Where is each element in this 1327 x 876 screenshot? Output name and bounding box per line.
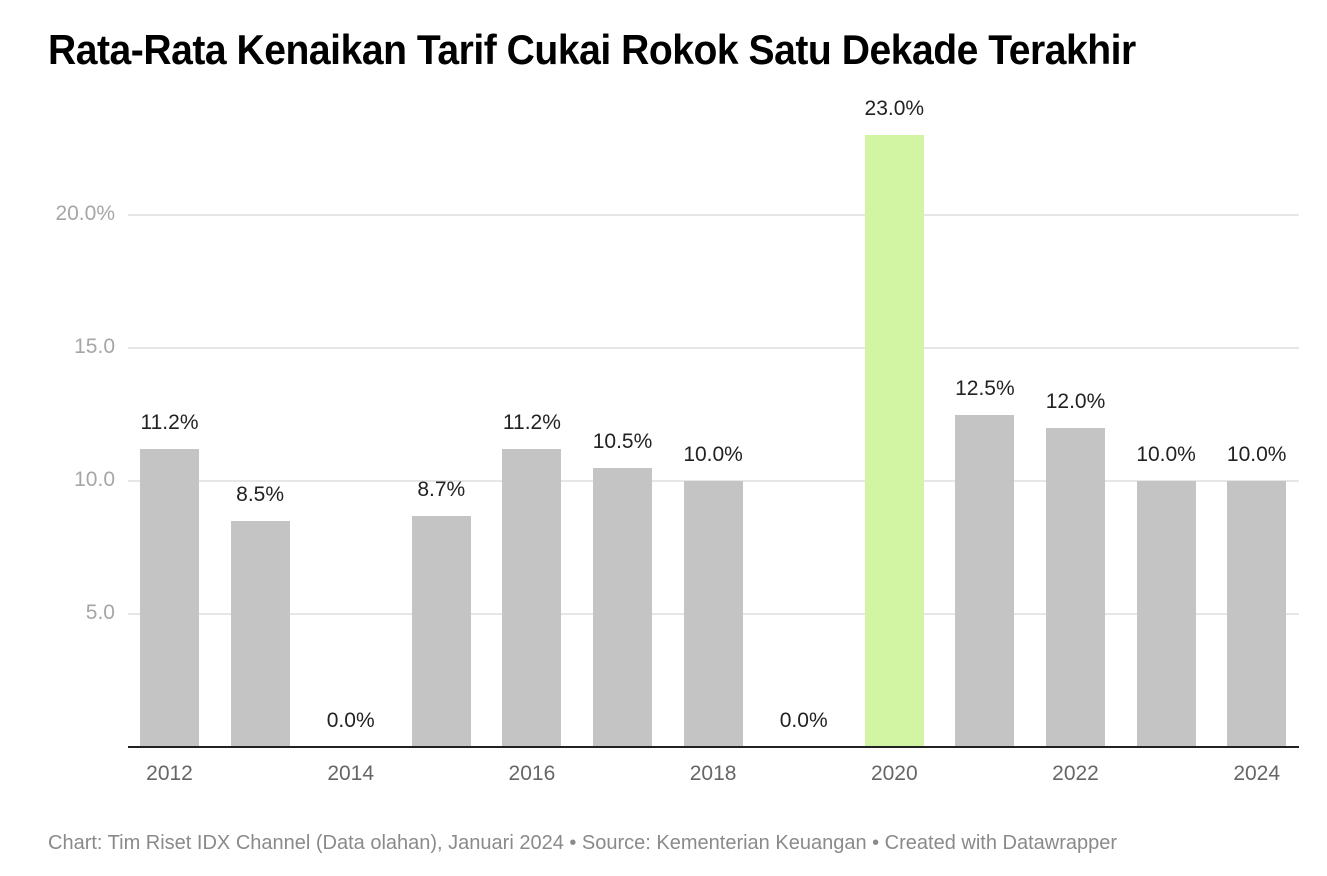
x-axis-line — [128, 746, 1299, 748]
bar-2016 — [502, 449, 562, 747]
value-label: 10.0% — [1226, 443, 1287, 466]
value-label: 11.2% — [502, 411, 561, 435]
x-axis-tick-label: 2012 — [146, 762, 193, 785]
bar-2020 — [864, 135, 924, 747]
bar-2013 — [230, 520, 290, 747]
bar-2024 — [1227, 481, 1287, 747]
value-label: 12.5% — [955, 376, 1015, 400]
value-label: 0.0% — [326, 709, 375, 732]
value-label: 0.0% — [779, 709, 828, 732]
x-axis-tick-label: 2016 — [508, 762, 556, 785]
chart-title: Rata-Rata Kenaikan Tarif Cukai Rokok Sat… — [48, 26, 1136, 73]
bar-2021 — [955, 414, 1015, 747]
bar-2017 — [593, 467, 652, 747]
bar-2023 — [1136, 481, 1196, 747]
x-axis-tick-label: 2020 — [870, 762, 918, 785]
value-label: 10.0% — [1136, 443, 1196, 466]
value-label: 8.5% — [236, 482, 285, 506]
value-label: 10.0% — [683, 443, 743, 466]
x-axis-tick-label: 2022 — [1052, 762, 1099, 785]
value-label: 12.0% — [1045, 389, 1106, 413]
y-axis-tick-label: 15.0 — [74, 335, 115, 358]
y-axis-tick-label: 10.0 — [74, 468, 115, 491]
gridline — [128, 347, 1299, 349]
gridline — [128, 214, 1299, 216]
value-label: 23.0% — [864, 97, 925, 121]
chart-footer: Chart: Tim Riset IDX Channel (Data olaha… — [48, 832, 1118, 854]
x-axis-tick-label: 2018 — [689, 762, 737, 785]
bar-2015 — [411, 515, 471, 747]
bar-2012 — [140, 449, 199, 747]
value-label: 10.5% — [592, 429, 653, 453]
y-axis-tick-label: 5.0 — [85, 601, 115, 624]
x-axis-tick-label: 2014 — [327, 762, 375, 785]
value-label: 11.2% — [140, 411, 199, 435]
value-label: 8.7% — [417, 477, 466, 501]
y-axis-tick-label: 20.0% — [55, 202, 115, 225]
bar-2018 — [683, 481, 743, 747]
bar-2022 — [1046, 427, 1105, 747]
x-axis-tick-label: 2024 — [1233, 762, 1281, 785]
